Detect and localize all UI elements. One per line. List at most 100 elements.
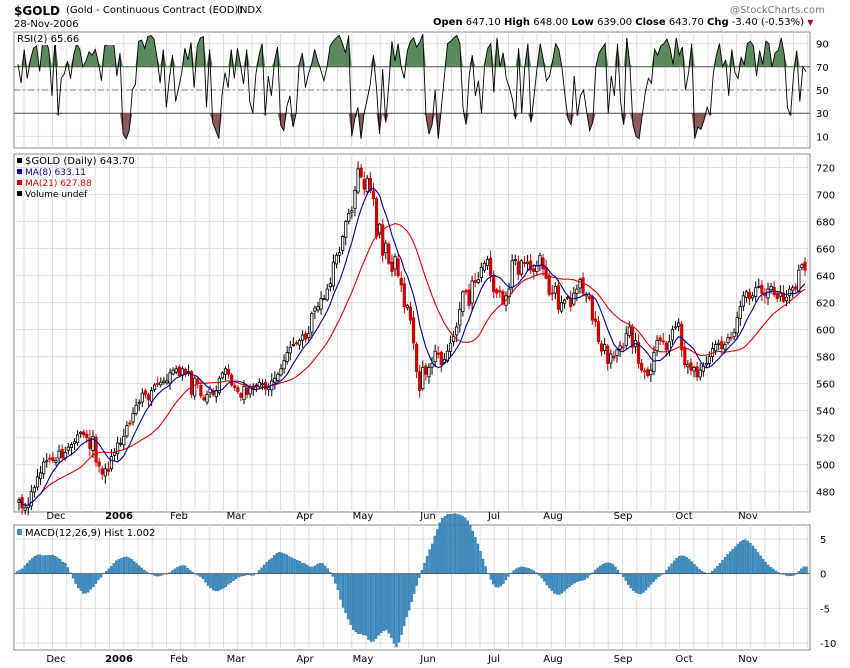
price-candle xyxy=(433,350,437,363)
price-candle xyxy=(162,380,166,383)
symbol-description: (Gold - Continuous Contract (EOD)) xyxy=(66,5,243,16)
macd-bar xyxy=(206,573,210,586)
price-candle xyxy=(692,367,696,372)
price-candle xyxy=(223,368,228,375)
macd-bar xyxy=(61,561,65,574)
macd-bar xyxy=(688,559,691,574)
macd-bar xyxy=(550,573,553,591)
macd-bar xyxy=(713,568,716,574)
price-candle xyxy=(757,285,761,288)
macd-bar xyxy=(599,565,602,574)
high-value: 648.00 xyxy=(533,17,569,28)
price-candle xyxy=(421,367,425,390)
price-candle xyxy=(485,258,490,267)
price-candle xyxy=(82,431,86,436)
price-candle xyxy=(359,167,363,178)
price-candle xyxy=(516,261,520,275)
dropdown-arrow-icon[interactable]: ▼ xyxy=(807,18,814,27)
price-candle xyxy=(168,372,172,384)
macd-bar xyxy=(497,573,500,588)
price-candle xyxy=(399,277,403,286)
price-candle xyxy=(128,422,132,425)
macd-bar xyxy=(517,567,520,574)
price-candle xyxy=(211,391,215,395)
price-candle xyxy=(760,284,764,294)
macd-bar xyxy=(690,561,694,574)
macd-bar xyxy=(344,573,347,613)
price-candle xyxy=(112,452,117,456)
price-candle xyxy=(646,369,650,376)
price-candle xyxy=(304,333,308,340)
price-candle xyxy=(781,292,786,302)
macd-bar xyxy=(520,566,523,574)
macd-bar xyxy=(84,573,87,594)
price-candle xyxy=(636,341,641,364)
macd-bar xyxy=(92,573,95,588)
macd-bar xyxy=(624,573,627,581)
macd-bar xyxy=(693,564,696,574)
price-candle xyxy=(331,261,336,287)
macd-bar xyxy=(400,573,403,635)
macd-bar xyxy=(397,573,401,643)
price-ytick-label: 600 xyxy=(816,326,835,337)
price-candle xyxy=(23,507,27,511)
price-ytick-label: 680 xyxy=(816,218,835,229)
price-candle xyxy=(587,296,591,299)
price-candle xyxy=(550,292,554,295)
macd-bar xyxy=(334,573,337,584)
price-candle xyxy=(670,329,675,341)
macd-bar xyxy=(201,573,205,579)
macd-bar xyxy=(293,558,296,574)
low-label: Low xyxy=(571,17,594,28)
macd-bar xyxy=(380,573,383,633)
price-candle xyxy=(131,412,135,423)
price-candle xyxy=(285,352,289,362)
price-candle xyxy=(54,460,58,463)
macd-bar xyxy=(408,573,411,611)
price-candle xyxy=(683,346,687,366)
price-candle xyxy=(257,381,262,388)
price-legend-title: $GOLD (Daily) 643.70 xyxy=(25,156,135,167)
price-ytick-label: 640 xyxy=(816,272,835,283)
price-candle xyxy=(612,355,616,359)
price-candle xyxy=(35,476,40,488)
price-candle xyxy=(344,221,348,238)
price-candle xyxy=(341,236,345,251)
price-candle xyxy=(347,213,351,222)
macd-bar xyxy=(82,573,85,594)
price-candle xyxy=(754,287,758,297)
macd-bar xyxy=(367,573,370,640)
price-candle xyxy=(766,288,770,299)
price-candle xyxy=(122,435,126,446)
macd-bar xyxy=(270,558,273,574)
price-candle xyxy=(190,371,194,395)
price-candle xyxy=(393,256,397,270)
macd-bar xyxy=(611,564,615,574)
macd-bar xyxy=(456,514,459,574)
macd-bar xyxy=(377,573,380,636)
x-axis-label-price: May xyxy=(353,511,374,522)
price-candle xyxy=(29,491,33,507)
x-axis-label-macd: 2006 xyxy=(105,654,133,665)
macd-bar xyxy=(614,566,617,574)
price-candle xyxy=(38,472,43,480)
macd-bar xyxy=(581,573,584,581)
price-candle xyxy=(381,224,385,256)
price-candle xyxy=(408,306,413,321)
price-candle xyxy=(319,298,323,310)
x-axis-label-macd: Sep xyxy=(614,654,633,665)
x-axis-label-macd: Feb xyxy=(170,654,188,665)
price-candle xyxy=(233,385,237,389)
price-candle xyxy=(316,306,320,311)
price-candle xyxy=(751,295,755,299)
macd-bar xyxy=(341,573,345,608)
macd-bar xyxy=(306,564,309,574)
price-candle xyxy=(603,344,607,352)
x-axis-label-price: Sep xyxy=(614,511,633,522)
macd-bar xyxy=(802,566,806,574)
macd-bar xyxy=(545,573,548,586)
ma8-legend: MA(8) 633.11 xyxy=(25,168,86,178)
macd-bar xyxy=(560,573,564,594)
price-candle xyxy=(156,383,160,385)
